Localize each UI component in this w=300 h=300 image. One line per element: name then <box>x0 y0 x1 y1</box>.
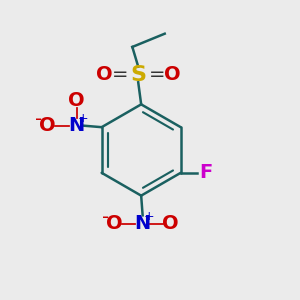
Text: O: O <box>106 214 123 233</box>
Text: O: O <box>96 65 113 84</box>
Text: =: = <box>111 65 128 84</box>
Text: S: S <box>130 65 146 85</box>
Text: O: O <box>39 116 56 135</box>
Text: -: - <box>35 110 43 129</box>
Text: N: N <box>68 116 85 135</box>
Text: O: O <box>162 214 179 233</box>
Text: N: N <box>134 214 151 233</box>
Text: -: - <box>102 208 110 227</box>
Text: F: F <box>199 163 212 182</box>
Text: O: O <box>68 91 85 110</box>
Text: =: = <box>148 65 165 84</box>
Text: +: + <box>143 210 154 223</box>
Text: +: + <box>77 112 88 125</box>
Text: O: O <box>164 65 180 84</box>
